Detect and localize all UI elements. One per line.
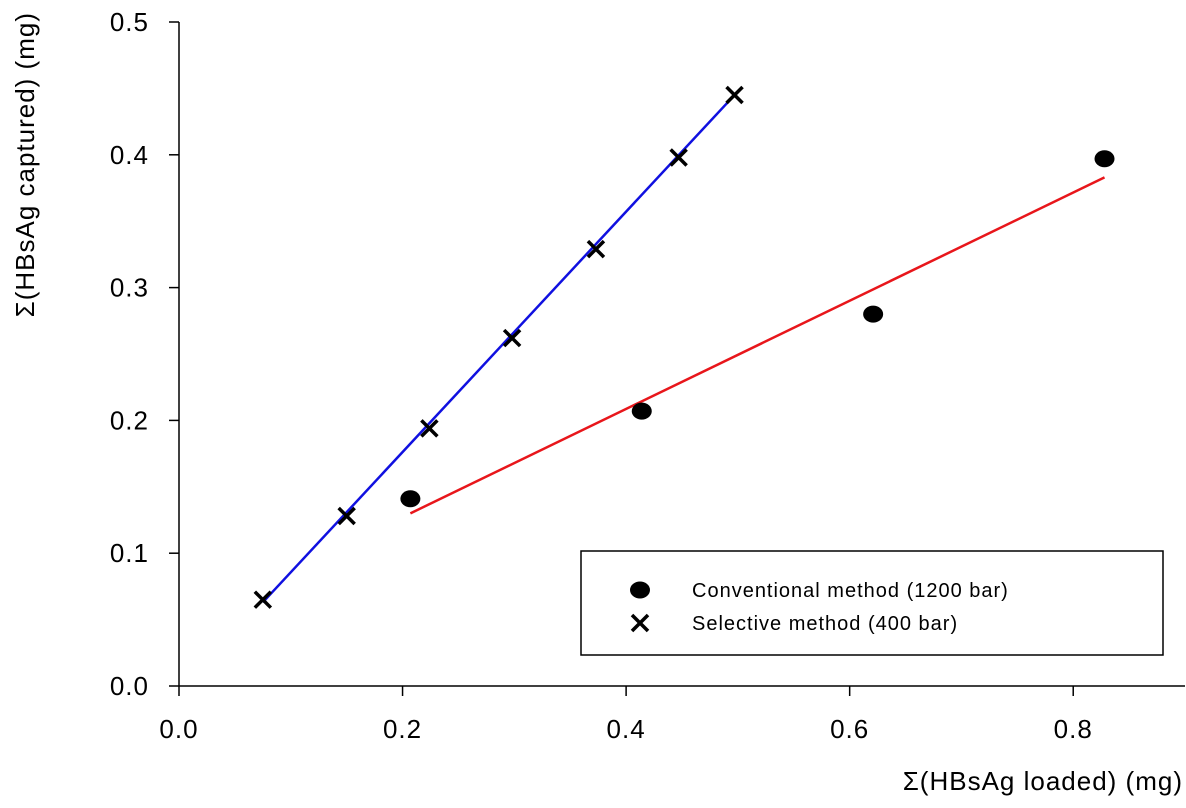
x-tick-label: 0.0 bbox=[159, 714, 198, 744]
y-axis-title: Σ(HBsAg captured) (mg) bbox=[10, 12, 40, 317]
y-ticks: 0.0 0.1 0.2 0.3 0.4 0.5 bbox=[110, 7, 179, 701]
fit-line-series-0 bbox=[409, 176, 1106, 515]
data-point-series-0 bbox=[631, 402, 652, 420]
y-tick-label: 0.2 bbox=[110, 405, 149, 435]
fit-lines bbox=[261, 94, 1106, 604]
legend-box bbox=[580, 550, 1164, 656]
legend-marker-series-0 bbox=[630, 581, 650, 599]
data-point-series-1 bbox=[337, 506, 356, 526]
data-point-series-0 bbox=[400, 490, 421, 508]
data-point-series-1 bbox=[669, 148, 688, 167]
data-point-series-0 bbox=[863, 305, 884, 323]
legend-label-series-1: Selective method (400 bar) bbox=[692, 613, 958, 635]
x-tick-label: 0.4 bbox=[607, 714, 646, 744]
x-ticks: 0.0 0.2 0.4 0.6 0.8 bbox=[159, 686, 1092, 744]
legend-marker-series-1 bbox=[630, 613, 650, 633]
data-point-series-0 bbox=[1094, 150, 1115, 168]
data-point-series-1 bbox=[420, 419, 439, 438]
data-point-series-1 bbox=[725, 85, 744, 105]
legend-items: Conventional method (1200 bar) Selective … bbox=[630, 580, 1009, 635]
x-axis-title: Σ(HBsAg loaded) (mg) bbox=[903, 766, 1183, 796]
y-tick-label: 0.1 bbox=[110, 538, 149, 568]
legend: Conventional method (1200 bar) Selective … bbox=[580, 550, 1164, 656]
data-point-series-1 bbox=[586, 239, 606, 259]
y-tick-label: 0.5 bbox=[110, 7, 149, 37]
data-point-series-1 bbox=[253, 590, 273, 609]
x-tick-label: 0.6 bbox=[830, 714, 869, 744]
y-tick-label: 0.3 bbox=[110, 273, 149, 303]
y-tick-label: 0.0 bbox=[110, 671, 149, 701]
legend-label-series-0: Conventional method (1200 bar) bbox=[692, 580, 1009, 602]
x-tick-label: 0.8 bbox=[1054, 714, 1093, 744]
data-point-series-1 bbox=[502, 328, 522, 348]
y-tick-label: 0.4 bbox=[110, 140, 149, 170]
axes: 0.0 0.2 0.4 0.6 0.8 0.0 0.1 0.2 0.3 0.4 0.5 bbox=[110, 7, 1185, 744]
x-tick-label: 0.2 bbox=[383, 714, 422, 744]
markers bbox=[253, 85, 1115, 609]
fit-line-series-1 bbox=[261, 94, 736, 604]
